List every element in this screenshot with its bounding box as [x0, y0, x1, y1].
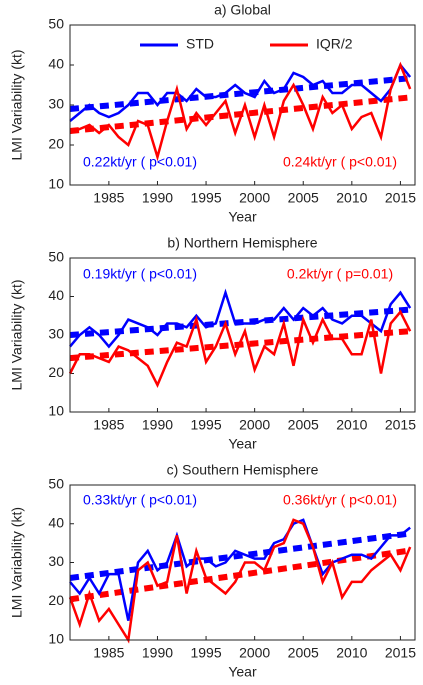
x-tick-label: 1985 — [93, 645, 124, 661]
x-tick-label: 2000 — [239, 190, 270, 206]
y-axis-label: LMI Variability (kt) — [9, 280, 25, 391]
annotation: 0.19kt/yr ( p<0.01) — [83, 266, 197, 282]
legend-label: IQR/2 — [316, 36, 353, 52]
x-tick-label: 1990 — [142, 645, 173, 661]
x-tick-label: 2000 — [239, 645, 270, 661]
y-tick-label: 30 — [48, 553, 64, 569]
y-tick-label: 30 — [48, 326, 64, 342]
x-tick-label: 2015 — [385, 190, 416, 206]
x-tick-label: 1985 — [93, 417, 124, 433]
series-line — [68, 309, 412, 389]
x-axis-label: Year — [228, 209, 257, 225]
x-tick-label: 2010 — [336, 417, 367, 433]
series-line — [69, 288, 412, 349]
y-tick-label: 20 — [48, 364, 64, 380]
series-line — [69, 62, 412, 122]
y-axis-label: LMI Variability (kt) — [9, 507, 25, 618]
annotation: 0.33kt/yr ( p<0.01) — [83, 492, 197, 508]
panel-title: b) Northern Hemisphere — [167, 235, 317, 251]
annotation: 0.22kt/yr ( p<0.01) — [83, 154, 197, 170]
x-tick-label: 2010 — [336, 190, 367, 206]
axes-frame — [69, 24, 416, 186]
y-tick-label: 40 — [48, 56, 64, 72]
x-tick-label: 1985 — [93, 190, 124, 206]
axes-frame — [69, 484, 416, 641]
x-tick-label: 2005 — [288, 417, 319, 433]
x-tick-label: 2005 — [288, 190, 319, 206]
x-tick-label: 2015 — [385, 645, 416, 661]
y-tick-label: 40 — [48, 287, 64, 303]
y-tick-label: 20 — [48, 136, 64, 152]
x-tick-label: 1990 — [142, 190, 173, 206]
y-tick-label: 20 — [48, 592, 64, 608]
series-line — [69, 61, 412, 162]
annotation: 0.2kt/yr ( p=0.01) — [287, 266, 393, 282]
x-tick-label: 1990 — [142, 417, 173, 433]
x-axis-label: Year — [228, 664, 257, 680]
x-tick-label: 2010 — [336, 645, 367, 661]
x-tick-label: 2005 — [288, 645, 319, 661]
trend-line — [69, 94, 411, 134]
annotation: 0.24kt/yr ( p<0.01) — [283, 154, 397, 170]
y-axis-label: LMI Variability (kt) — [9, 50, 25, 161]
x-tick-label: 2015 — [385, 417, 416, 433]
y-tick-label: 50 — [48, 249, 64, 265]
annotation: 0.36kt/yr ( p<0.01) — [283, 492, 397, 508]
legend-label: STD — [186, 36, 214, 52]
x-tick-label: 2000 — [239, 417, 270, 433]
x-tick-label: 1995 — [190, 417, 221, 433]
axes-frame — [69, 257, 416, 413]
y-tick-label: 40 — [48, 514, 64, 530]
y-tick-label: 10 — [48, 631, 64, 647]
y-tick-label: 30 — [48, 96, 64, 112]
y-tick-label: 50 — [48, 16, 64, 32]
trend-line — [69, 530, 411, 581]
series-line — [68, 518, 412, 644]
y-tick-label: 10 — [48, 403, 64, 419]
x-axis-label: Year — [228, 436, 257, 452]
y-tick-label: 50 — [48, 476, 64, 492]
series-line — [69, 518, 411, 621]
panel-title: c) Southern Hemisphere — [167, 462, 319, 478]
panel-title: a) Global — [214, 2, 271, 18]
y-tick-label: 10 — [48, 176, 64, 192]
x-tick-label: 1995 — [190, 645, 221, 661]
trend-line — [69, 75, 411, 112]
x-tick-label: 1995 — [190, 190, 221, 206]
